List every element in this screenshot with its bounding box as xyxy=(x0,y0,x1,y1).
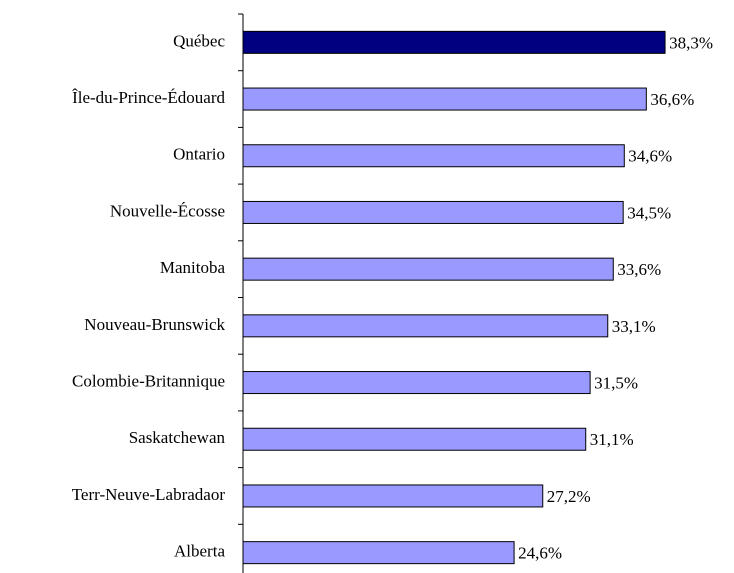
value-label: 34,6% xyxy=(628,147,672,166)
category-label: Colombie-Britannique xyxy=(72,371,225,390)
bar xyxy=(242,87,647,111)
bar xyxy=(242,484,544,508)
category-label: Ontario xyxy=(173,145,225,164)
bar xyxy=(242,371,591,395)
value-label: 31,5% xyxy=(594,373,638,392)
bar xyxy=(242,541,515,565)
category-label: Québec xyxy=(173,31,225,50)
value-label: 31,1% xyxy=(590,430,634,449)
bar xyxy=(242,144,625,168)
category-label: Nouveau-Brunswick xyxy=(84,315,225,334)
bar xyxy=(242,200,624,224)
bar xyxy=(242,30,666,54)
value-label: 36,6% xyxy=(650,90,694,109)
bar xyxy=(242,257,614,281)
bar xyxy=(242,427,587,451)
category-label: Alberta xyxy=(174,542,225,561)
value-label: 38,3% xyxy=(669,33,713,52)
value-label: 33,6% xyxy=(617,260,661,279)
category-label: Manitoba xyxy=(160,258,226,277)
value-label: 33,1% xyxy=(612,317,656,336)
category-label: Saskatchewan xyxy=(129,428,226,447)
value-label: 27,2% xyxy=(547,487,591,506)
category-label: Nouvelle-Écosse xyxy=(110,201,225,220)
bar xyxy=(242,314,609,338)
category-label: Île-du-Prince-Édouard xyxy=(72,88,225,107)
category-label: Terr-Neuve-Labradaor xyxy=(72,485,226,504)
value-label: 24,6% xyxy=(518,544,562,563)
value-label: 34,5% xyxy=(627,203,671,222)
